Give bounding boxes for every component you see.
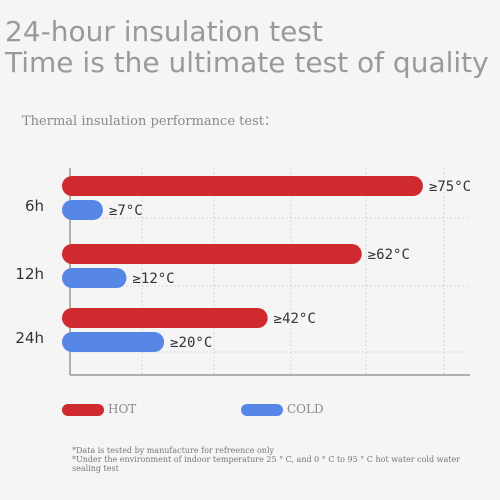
value-label-cold-24h: ≥20°C [170,335,212,351]
headline-line-1: 24-hour insulation test [5,15,323,48]
category-label-24h: 24h [15,329,44,347]
legend-cold-swatch [241,404,283,416]
category-label-12h: 12h [15,265,44,283]
legend-hot-label: HOT [108,402,137,416]
bar-cold-12h [62,268,127,288]
value-label-hot-24h: ≥42°C [274,311,316,327]
value-label-cold-6h: ≥7°C [109,203,143,219]
chart-subtitle: Thermal insulation performance test： [22,114,277,129]
value-label-cold-12h: ≥12°C [132,271,174,287]
bar-hot-6h [62,176,423,196]
bar-cold-24h [62,332,165,352]
bar-chart: 6h 12h 24h ≥75°C ≥7°C ≥62°C ≥12°C ≥42°C ≥20°C [15,168,471,376]
bar-hot-24h [62,308,268,328]
bar-hot-12h [62,244,362,264]
headline-line-2: Time is the ultimate test of quality [5,46,489,79]
bar-cold-6h [62,200,103,220]
legend-hot-swatch [62,404,104,416]
footnote-line-2: *Under the environment of indoor tempera… [72,455,461,473]
value-label-hot-12h: ≥62°C [368,247,410,263]
footnote: *Data is tested by manufacture for refre… [72,446,472,473]
category-label-6h: 6h [25,197,44,215]
value-label-hot-6h: ≥75°C [429,179,471,195]
footnote-line-1: *Data is tested by manufacture for refre… [72,446,275,455]
legend-cold-label: COLD [287,402,324,416]
